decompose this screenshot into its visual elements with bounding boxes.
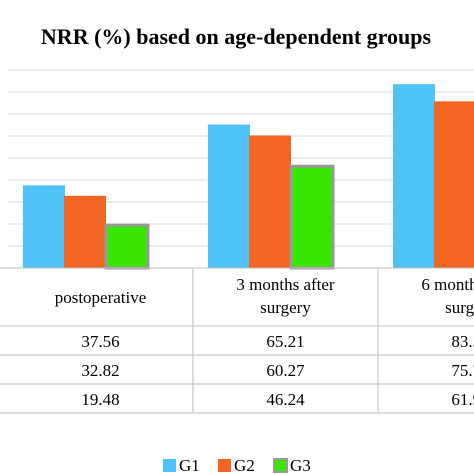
- bar-g2-3: [434, 101, 474, 268]
- table-cell: 75.77: [451, 361, 474, 380]
- legend-label-g3: G3: [290, 456, 311, 474]
- table-cell: 83.55: [451, 332, 474, 351]
- category-label: postoperative: [55, 288, 147, 307]
- category-label: surgery: [260, 298, 311, 317]
- legend-label-g2: G2: [234, 456, 255, 474]
- table-cell: 65.21: [266, 332, 304, 351]
- legend-swatch-g3: [273, 458, 288, 473]
- bar-g1-1: [23, 185, 65, 268]
- table-cell: 32.82: [81, 361, 119, 380]
- bar-g2-2: [249, 135, 291, 268]
- chart-title: NRR (%) based on age-dependent groups: [41, 24, 432, 49]
- bar-g3-2: [289, 164, 335, 270]
- legend: G1 G2 G3: [163, 456, 311, 474]
- bar-g3-1: [104, 223, 150, 270]
- category-label: 3 months after: [236, 275, 335, 294]
- bar-g1-3: [393, 84, 435, 268]
- table-cell: 37.56: [81, 332, 119, 351]
- legend-label-g1: G1: [179, 456, 200, 474]
- table-cell: 60.27: [266, 361, 305, 380]
- bar-g2-1: [64, 195, 106, 268]
- legend-swatch-g2: [218, 459, 231, 472]
- data-table: postoperative 3 months after surgery 6 mont…: [0, 267, 474, 414]
- table-cell: 46.24: [266, 390, 305, 409]
- category-label: surgery: [445, 298, 474, 317]
- table-cell: 19.48: [81, 390, 119, 409]
- bars: [23, 84, 474, 270]
- category-label: 6 months after: [421, 275, 474, 294]
- legend-swatch-g1: [163, 459, 176, 472]
- bar-g1-2: [208, 124, 250, 269]
- table-cell: 61.94: [451, 390, 474, 409]
